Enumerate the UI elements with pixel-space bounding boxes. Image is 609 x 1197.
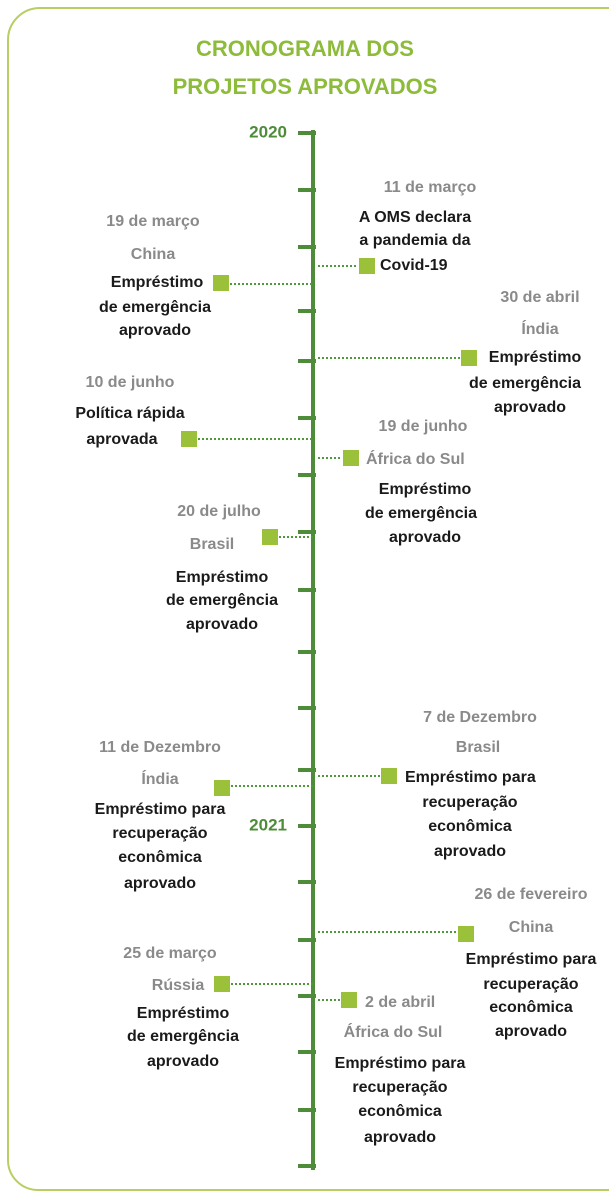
event-location: Brasil (190, 536, 234, 553)
event-date: 11 de março (384, 179, 477, 196)
event-location: Rússia (152, 977, 205, 994)
event-description: Empréstimo para (335, 1055, 466, 1072)
event-description: Política rápida (75, 405, 184, 422)
event-date: 19 de junho (379, 418, 468, 435)
event-description: aprovada (86, 431, 157, 448)
event-location: China (509, 919, 554, 936)
event-date: 26 de fevereiro (475, 886, 588, 903)
event-description: econômica (358, 1103, 442, 1120)
event-description: aprovado (124, 875, 196, 892)
event-description: aprovado (389, 529, 461, 546)
event-description: de emergência (166, 592, 278, 609)
event-date: 19 de março (106, 213, 200, 230)
event-description: recuperação (483, 976, 578, 993)
frame (7, 7, 609, 1191)
event-marker (262, 529, 278, 545)
event-description: aprovado (186, 616, 258, 633)
event-date: 2 de abril (365, 994, 435, 1011)
event-location: China (131, 246, 176, 263)
event-description: econômica (118, 849, 202, 866)
event-description: Empréstimo (176, 569, 269, 586)
event-description: aprovado (364, 1129, 436, 1146)
event-marker (213, 275, 229, 291)
event-marker (461, 350, 477, 366)
event-marker (458, 926, 474, 942)
event-location: Índia (521, 319, 558, 338)
event-description: recuperação (422, 794, 517, 811)
event-date: 7 de Dezembro (423, 709, 537, 726)
event-description: Empréstimo para (95, 801, 226, 818)
event-date: 10 de junho (86, 374, 175, 391)
event-marker (359, 258, 375, 274)
event-marker (381, 768, 397, 784)
event-description: Empréstimo (137, 1005, 230, 1022)
title-line: PROJETOS APROVADOS (173, 74, 438, 99)
event-marker (341, 992, 357, 1008)
event-description: de emergência (127, 1028, 239, 1045)
event-marker (181, 431, 197, 447)
event-description: aprovado (494, 399, 566, 416)
year-label: 2020 (249, 122, 287, 141)
event-location: África do Sul (366, 449, 465, 468)
event-description: econômica (489, 999, 573, 1016)
event-description: Empréstimo (379, 481, 472, 498)
event-description: de emergência (469, 375, 581, 392)
event-description: Covid-19 (380, 257, 448, 274)
event-location: Índia (141, 769, 178, 788)
event-description: de emergência (99, 299, 211, 316)
event-location: Brasil (456, 739, 500, 756)
event-description: aprovado (495, 1023, 567, 1040)
event-location: África do Sul (344, 1022, 443, 1041)
event-date: 30 de abril (500, 289, 579, 306)
event-marker (343, 450, 359, 466)
event-description: aprovado (119, 322, 191, 339)
event-description: A OMS declara (359, 209, 471, 226)
event-marker (214, 780, 230, 796)
event-description: aprovado (434, 843, 506, 860)
event-description: econômica (428, 818, 512, 835)
event-date: 20 de julho (177, 503, 261, 520)
event-description: a pandemia da (359, 232, 470, 249)
year-label: 2021 (249, 815, 287, 834)
event-description: Empréstimo (111, 274, 204, 291)
event-date: 11 de Dezembro (99, 739, 221, 756)
event-description: aprovado (147, 1053, 219, 1070)
event-description: Empréstimo (489, 349, 582, 366)
event-description: Empréstimo para (466, 951, 597, 968)
title-line: CRONOGRAMA DOS (196, 36, 414, 61)
event-description: recuperação (112, 825, 207, 842)
event-description: de emergência (365, 505, 477, 522)
event-description: recuperação (352, 1079, 447, 1096)
event-description: Empréstimo para (405, 769, 536, 786)
event-marker (214, 976, 230, 992)
event-date: 25 de março (123, 945, 217, 962)
